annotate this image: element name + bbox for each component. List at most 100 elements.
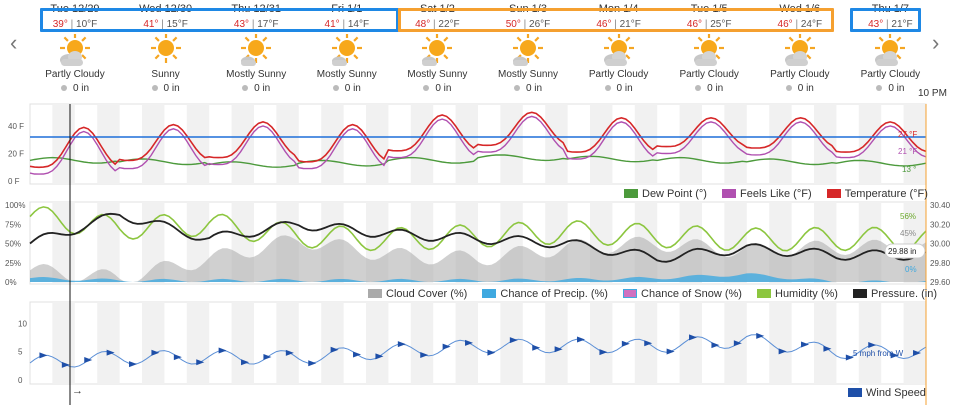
cloud-cover-area <box>30 235 926 282</box>
chart-band <box>500 104 523 184</box>
partly-cloudy-icon <box>870 33 910 68</box>
wind-direction-marker <box>308 360 317 367</box>
low-temp: 15°F <box>166 19 188 30</box>
chart-band <box>590 302 613 384</box>
day-temps: 46° | 21°F <box>596 19 641 30</box>
raindrop-icon <box>423 85 430 92</box>
chart-band <box>366 104 389 184</box>
high-temp: 41° <box>324 19 340 30</box>
prev-arrow-button[interactable]: ‹ <box>10 30 18 55</box>
high-temp: 39° <box>52 19 68 30</box>
low-temp: 21°F <box>891 19 913 30</box>
temperature-end-label: 27 °F <box>898 130 917 139</box>
high-temp: 46° <box>596 19 612 30</box>
low-temp: 25°F <box>710 19 732 30</box>
chart-band <box>500 302 523 384</box>
precip-end-label: 0% <box>905 265 917 274</box>
condition-text: Mostly Sunny <box>407 69 468 80</box>
chart-band <box>769 302 792 384</box>
next-arrow-button[interactable]: › <box>932 30 940 55</box>
mostly-sunny-icon <box>327 33 367 68</box>
wind-direction-marker <box>330 346 339 353</box>
current-time-marker-label: 10 PM <box>918 88 947 99</box>
wind-direction-marker <box>487 349 496 356</box>
wind-direction-marker <box>711 342 720 349</box>
day-temps: 43° | 21°F <box>868 19 913 30</box>
wind-direction-marker <box>845 354 854 361</box>
condition-text: Mostly Sunny <box>316 69 377 80</box>
day-temps: 43° | 17°F <box>233 19 279 30</box>
legend-chance-snow: Chance of Snow (%) <box>641 288 742 300</box>
high-temp: 43° <box>233 19 250 30</box>
wind-direction-marker <box>397 341 406 348</box>
condition-text: Sunny <box>151 69 180 80</box>
chart-band <box>321 104 344 184</box>
wind-direction-marker <box>61 361 70 368</box>
chart-band <box>410 302 434 384</box>
wind-direction-marker <box>241 359 250 366</box>
wind-direction-marker <box>913 350 922 357</box>
mostly-sunny-icon <box>417 33 457 68</box>
mostly-sunny-icon <box>508 33 548 68</box>
wind-direction-marker <box>375 353 384 360</box>
day-column[interactable]: Tue 1/5 46° | 25°F Partly Cloudy 0 in <box>664 0 754 104</box>
chart-band <box>814 302 837 384</box>
precip-amount: 0 in <box>302 82 392 95</box>
low-temp: 24°F <box>800 19 823 30</box>
legend-cloud-cover: Cloud Cover (%) <box>386 288 468 300</box>
day-temps: 50° | 26°F <box>505 19 551 30</box>
low-temp: 26°F <box>529 19 551 30</box>
temperature-line <box>29 111 927 169</box>
partly-cloudy-icon <box>689 33 729 68</box>
precip-amount: 0 in <box>755 82 845 95</box>
precip-amount: 0 in <box>211 82 301 95</box>
low-temp: 22°F <box>438 19 460 30</box>
day-column[interactable]: Wed 1/6 46° | 24°F Partly Cloudy 0 in <box>755 0 845 104</box>
wind-direction-marker <box>196 359 205 366</box>
wind-direction-marker <box>509 337 518 344</box>
partly-cloudy-icon <box>599 33 639 68</box>
raindrop-icon <box>151 85 158 92</box>
low-temp: 21°F <box>619 19 641 30</box>
day-column[interactable]: Fri 1/1 41° | 14°F Mostly Sunny 0 in <box>302 0 392 104</box>
chart-band <box>186 302 210 384</box>
wind-direction-marker <box>823 345 832 352</box>
partly-cloudy-icon <box>780 33 820 68</box>
raindrop-icon <box>60 85 67 92</box>
high-temp: 48° <box>415 19 431 30</box>
wind-direction-marker <box>285 349 294 356</box>
wind-speed-line <box>29 334 927 368</box>
day-column[interactable]: Thu 1/7 43° | 21°F Partly Cloudy 0 in <box>845 0 935 104</box>
wind-y-tick: 0 <box>18 376 23 385</box>
wind-direction-marker <box>465 339 474 346</box>
legend-temperature: Temperature (°F) <box>844 188 928 200</box>
chart-band <box>231 302 254 384</box>
wind-y-tick: 10 <box>18 319 27 328</box>
pressure-end-badge <box>884 243 926 259</box>
chart-band <box>903 302 926 384</box>
wind-direction-marker <box>420 351 429 358</box>
day-column[interactable]: Tue 12/29 39° | 10°F Partly Cloudy 0 in <box>30 0 120 104</box>
wind-direction-marker <box>868 342 877 349</box>
day-column[interactable]: Sat 1/2 48° | 22°F Mostly Sunny 0 in <box>392 0 482 104</box>
high-temp: 50° <box>505 19 521 30</box>
day-column[interactable]: Sun 1/3 50° | 26°F Mostly Sunny 0 in <box>483 0 573 104</box>
legend-chance-precip: Chance of Precip. (%) <box>500 288 608 300</box>
chart-band <box>545 302 568 384</box>
wind-y-tick: 5 <box>18 348 23 357</box>
chart-band <box>276 302 299 384</box>
cloud-end-label: 45% <box>900 229 916 238</box>
precip-amount: 0 in <box>483 82 573 95</box>
legend-humidity: Humidity (%) <box>775 288 838 300</box>
precip-amount: 0 in <box>392 82 482 95</box>
legend-feels-like: Feels Like (°F) <box>739 188 812 200</box>
wind-direction-marker <box>756 332 765 339</box>
partly-cloudy-icon <box>55 33 95 68</box>
day-temps: 39° | 10°F <box>52 19 98 30</box>
dew-point-line <box>29 154 927 168</box>
wind-direction-marker <box>577 336 586 343</box>
highlight-box-blue <box>40 8 399 32</box>
highlight-box-blue-right <box>850 8 921 32</box>
day-column[interactable]: Wed 12/30 41° | 15°F Sunny 0 in <box>121 0 211 104</box>
